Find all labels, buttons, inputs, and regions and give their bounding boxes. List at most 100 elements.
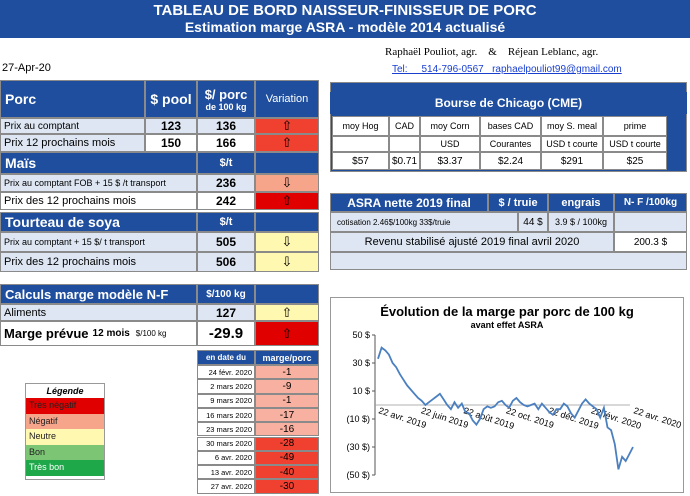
mais-header-spacer bbox=[255, 152, 319, 174]
history-date: 16 mars 2020 bbox=[197, 407, 255, 423]
mais-row-label: Prix des 12 prochains mois bbox=[0, 192, 197, 210]
asra-header: ASRA nette 2019 final bbox=[330, 193, 488, 212]
y-tick-label: (50 $) bbox=[346, 470, 370, 480]
down-arrow-icon: ⇩ bbox=[255, 174, 319, 192]
soya-value: 505 bbox=[197, 232, 255, 252]
col-variation: Variation bbox=[255, 80, 319, 118]
mais-unit: $/t bbox=[197, 152, 255, 174]
asra-footer-bar bbox=[330, 252, 687, 270]
x-tick-label: 22 avr. 2019 bbox=[377, 405, 427, 430]
chicago-col-header: moy S. meal bbox=[541, 116, 603, 136]
chicago-col-value: $57 bbox=[332, 152, 389, 170]
y-tick-label: (10 $) bbox=[346, 414, 370, 424]
porc-pool-value: 150 bbox=[145, 134, 197, 152]
porc-row-label: Prix 12 prochains mois bbox=[0, 134, 145, 152]
history-marge: -40 bbox=[255, 465, 319, 480]
history-date: 27 avr. 2020 bbox=[197, 479, 255, 494]
history-marge: -30 bbox=[255, 479, 319, 494]
chicago-col-unit: USD t courte bbox=[541, 136, 603, 152]
chicago-col-unit: USD t courte bbox=[603, 136, 667, 152]
title-line1: TABLEAU DE BORD NAISSEUR-FINISSEUR DE PO… bbox=[153, 2, 537, 19]
soya-unit: $/t bbox=[197, 212, 255, 232]
chicago-col-value: $0.71 bbox=[389, 152, 420, 170]
contact-link[interactable]: Tel: 514-796-0567 raphaelpouliot99@gmail… bbox=[392, 64, 622, 75]
porc-row-label: Prix au comptant bbox=[0, 118, 145, 134]
porc-value: 136 bbox=[197, 118, 255, 134]
soya-row-label: Prix au comptant + 15 $/ t transport bbox=[0, 232, 197, 252]
asra-col-nf: N- F /100kg bbox=[614, 193, 687, 212]
legend-item: Bon bbox=[26, 444, 104, 460]
calculs-unit: $/100 kg bbox=[197, 284, 255, 304]
marge-row: Marge prévue 12 mois $/100 kg bbox=[0, 321, 197, 346]
col-porc-line2: de 100 kg bbox=[205, 101, 247, 112]
up-arrow-icon: ⇧ bbox=[255, 134, 319, 152]
history-marge: -9 bbox=[255, 379, 319, 394]
y-tick-label: 30 $ bbox=[352, 358, 370, 368]
soya-header: Tourteau de soya bbox=[0, 212, 197, 232]
history-date: 9 mars 2020 bbox=[197, 393, 255, 408]
up-arrow-icon: ⇧ bbox=[255, 304, 319, 321]
chicago-col-unit: Courantes bbox=[480, 136, 541, 152]
report-date: 27-Apr-20 bbox=[2, 62, 51, 74]
aliments-value: 127 bbox=[197, 304, 255, 321]
chicago-col-header: CAD bbox=[389, 116, 420, 136]
aliments-label: Aliments bbox=[0, 304, 197, 321]
history-marge: -17 bbox=[255, 407, 319, 423]
mais-header: Maïs bbox=[0, 152, 197, 174]
history-date: 2 mars 2020 bbox=[197, 379, 255, 394]
legend-title: Légende bbox=[46, 386, 84, 396]
chicago-col-header: moy Corn bbox=[420, 116, 480, 136]
chicago-header: Bourse de Chicago (CME) bbox=[330, 92, 687, 114]
history-date: 13 avr. 2020 bbox=[197, 465, 255, 480]
title-banner: TABLEAU DE BORD NAISSEUR-FINISSEUR DE PO… bbox=[0, 0, 690, 38]
history-col-date: en date du bbox=[197, 350, 255, 365]
history-marge: -1 bbox=[255, 393, 319, 408]
history-date: 6 avr. 2020 bbox=[197, 450, 255, 466]
down-arrow-icon: ⇩ bbox=[255, 252, 319, 272]
authors: Raphaël Pouliot, agr. & Réjean Leblanc, … bbox=[385, 46, 599, 58]
title-line2: Estimation marge ASRA - modèle 2014 actu… bbox=[184, 19, 506, 35]
col-porc-line1: $/ porc bbox=[204, 86, 248, 102]
porc-header: Porc bbox=[0, 80, 145, 118]
mais-value: 242 bbox=[197, 192, 255, 210]
col-porc: $/ porc de 100 kg bbox=[197, 80, 255, 118]
col-pool: $ pool bbox=[145, 80, 197, 118]
history-marge: -49 bbox=[255, 450, 319, 466]
chicago-col-value: $291 bbox=[541, 152, 603, 170]
calculs-header-spacer bbox=[255, 284, 319, 304]
chicago-col-unit bbox=[332, 136, 389, 152]
chicago-col-unit: USD bbox=[420, 136, 480, 152]
chart-title: Évolution de la marge par porc de 100 kg bbox=[380, 304, 634, 319]
cotisation-label: cotisation 2.46$/100kg 33$/truie bbox=[330, 212, 518, 232]
marge-sub: 12 mois bbox=[92, 328, 130, 339]
up-arrow-icon: ⇧ bbox=[255, 192, 319, 210]
marge-unit: $/100 kg bbox=[135, 329, 167, 338]
legend-item: Négatif bbox=[26, 413, 104, 429]
y-tick-label: (30 $) bbox=[346, 442, 370, 452]
chicago-col-value: $2.24 bbox=[480, 152, 541, 170]
history-date: 30 mars 2020 bbox=[197, 436, 255, 451]
down-arrow-icon: ⇩ bbox=[255, 232, 319, 252]
history-date: 24 févr. 2020 bbox=[197, 365, 255, 380]
chicago-col-value: $25 bbox=[603, 152, 667, 170]
cotisation-engrais: 3.9 $ / 100kg bbox=[548, 212, 614, 232]
porc-pool-value: 123 bbox=[145, 118, 197, 134]
y-tick-label: 10 $ bbox=[352, 386, 370, 396]
chicago-col-value: $3.37 bbox=[420, 152, 480, 170]
history-col-marge: marge/porc bbox=[255, 350, 319, 365]
history-marge: -16 bbox=[255, 422, 319, 437]
mais-value: 236 bbox=[197, 174, 255, 192]
up-arrow-icon: ⇧ bbox=[255, 321, 319, 346]
margin-series-line bbox=[377, 346, 634, 470]
chicago-col-header: prime bbox=[603, 116, 667, 136]
cotisation-nf bbox=[614, 212, 687, 232]
legend-item: Neutre bbox=[26, 429, 104, 445]
legend-item: Très bon bbox=[26, 460, 104, 476]
asra-col-truie: $ / truie bbox=[488, 193, 548, 212]
legend-item: Très négatif bbox=[26, 398, 104, 414]
revenu-label: Revenu stabilisé ajusté 2019 final avril… bbox=[330, 232, 614, 252]
chicago-col-unit bbox=[389, 136, 420, 152]
legend-box: Légende Très négatif Négatif Neutre Bon Très… bbox=[25, 383, 105, 480]
soya-row-label: Prix des 12 prochains mois bbox=[0, 252, 197, 272]
history-marge: -28 bbox=[255, 436, 319, 451]
